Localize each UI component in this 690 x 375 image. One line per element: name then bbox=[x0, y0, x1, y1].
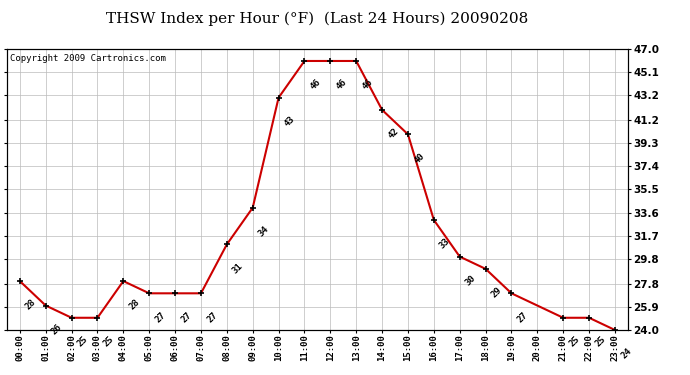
Text: 25: 25 bbox=[76, 334, 90, 348]
Text: 28: 28 bbox=[128, 298, 141, 312]
Text: Copyright 2009 Cartronics.com: Copyright 2009 Cartronics.com bbox=[10, 54, 166, 63]
Text: 27: 27 bbox=[153, 310, 168, 324]
Text: 25: 25 bbox=[567, 334, 582, 348]
Text: 29: 29 bbox=[490, 285, 504, 300]
Text: 42: 42 bbox=[386, 126, 400, 141]
Text: 46: 46 bbox=[360, 78, 375, 92]
Text: 43: 43 bbox=[283, 114, 297, 128]
Text: 28: 28 bbox=[24, 298, 38, 312]
Text: 31: 31 bbox=[231, 261, 245, 275]
Text: THSW Index per Hour (°F)  (Last 24 Hours) 20090208: THSW Index per Hour (°F) (Last 24 Hours)… bbox=[106, 11, 529, 26]
Text: 46: 46 bbox=[308, 78, 323, 92]
Text: 26: 26 bbox=[50, 322, 64, 336]
Text: 25: 25 bbox=[593, 334, 607, 348]
Text: 24: 24 bbox=[619, 346, 633, 361]
Text: 46: 46 bbox=[335, 78, 348, 92]
Text: 30: 30 bbox=[464, 273, 478, 287]
Text: 33: 33 bbox=[438, 237, 452, 250]
Text: 34: 34 bbox=[257, 224, 271, 238]
Text: 27: 27 bbox=[205, 310, 219, 324]
Text: 27: 27 bbox=[179, 310, 193, 324]
Text: 27: 27 bbox=[515, 310, 530, 324]
Text: 25: 25 bbox=[101, 334, 116, 348]
Text: 40: 40 bbox=[412, 151, 426, 165]
